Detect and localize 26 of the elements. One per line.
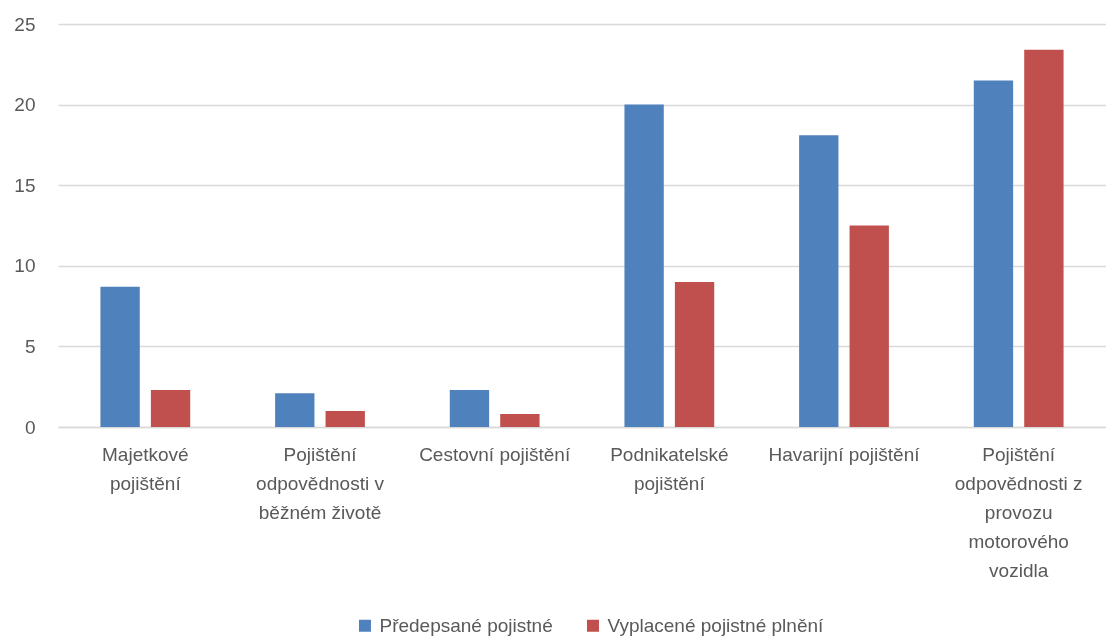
legend-label: Předepsané pojistné [379, 614, 553, 636]
y-tick-label: 20 [14, 94, 36, 116]
x-tick-label: Pojištění odpovědnosti v běžném životě [256, 443, 385, 523]
x-tick-label: Cestovní pojištění [419, 443, 571, 465]
legend-label: Vyplacené pojistné plnění [607, 614, 825, 636]
bar [275, 393, 315, 427]
y-tick-label: 25 [14, 13, 36, 35]
y-tick-label: 5 [24, 335, 36, 357]
bar [100, 286, 140, 427]
y-tick-label: 0 [24, 416, 36, 438]
bar [1024, 49, 1064, 427]
bar [973, 80, 1014, 427]
y-tick-label: 15 [14, 174, 36, 196]
x-tick-label: Podnikatelské pojištění [610, 443, 729, 494]
bar [849, 225, 889, 427]
x-tick-label: Pojištění odpovědnosti z provozu motorového vozidla [954, 443, 1083, 581]
bar [500, 414, 540, 427]
x-tick-label: Majetkové pojištění [102, 443, 189, 494]
bar [449, 389, 490, 427]
bar [150, 389, 191, 427]
bar [624, 104, 664, 427]
bar [799, 135, 839, 427]
x-tick-label: Havarijní pojištění [768, 443, 921, 465]
bar [674, 281, 715, 427]
y-tick-label: 10 [14, 255, 36, 277]
bar [325, 410, 365, 427]
